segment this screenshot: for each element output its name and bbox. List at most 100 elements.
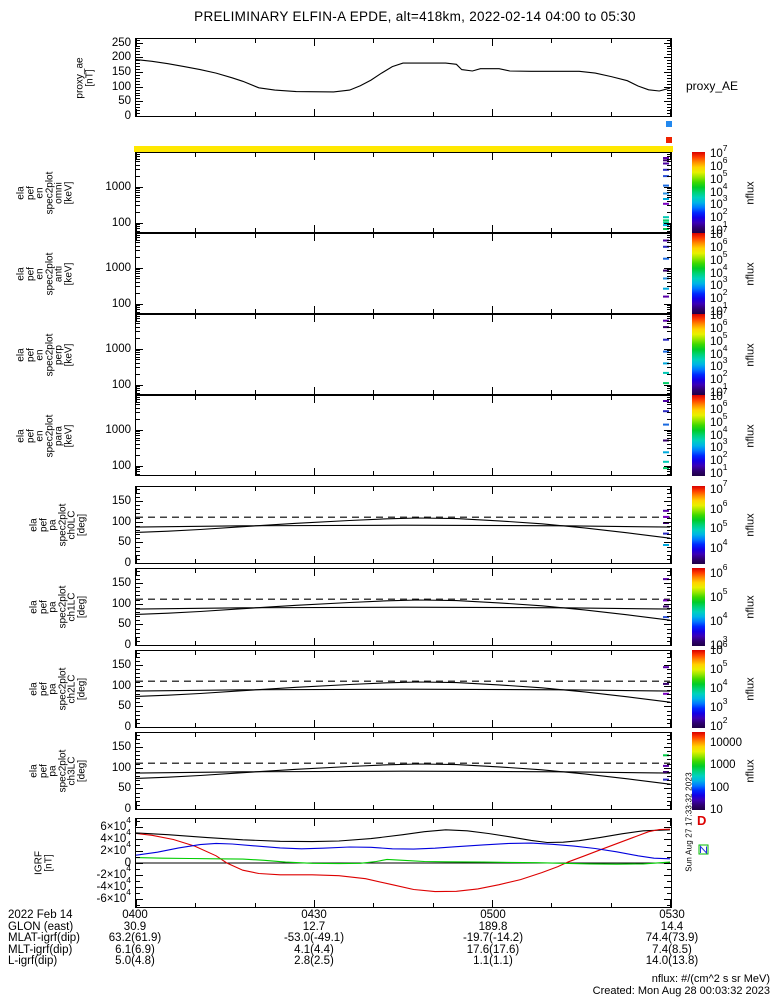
time-tick-label: 0530 bbox=[659, 909, 685, 921]
y-axis-tick bbox=[667, 570, 671, 572]
x-axis-tick bbox=[551, 487, 553, 491]
y-axis-tick bbox=[136, 685, 143, 687]
y-axis-tick bbox=[136, 826, 143, 828]
y-axis-tick bbox=[667, 95, 671, 97]
y-axis-tick bbox=[667, 796, 671, 798]
y-axis-tick bbox=[136, 804, 140, 806]
y-tick-label: 50 bbox=[118, 700, 131, 713]
x-axis-tick bbox=[373, 390, 375, 394]
x-axis-tick bbox=[492, 556, 493, 563]
y-axis-tick bbox=[136, 273, 140, 275]
spectrogram-edge-mark bbox=[663, 371, 669, 374]
x-axis-tick bbox=[492, 225, 493, 232]
y-tick-label: 100 bbox=[111, 515, 131, 528]
y-axis-tick bbox=[664, 348, 671, 350]
x-axis-tick bbox=[670, 153, 671, 160]
colorbar-tick-label: 103 bbox=[710, 355, 728, 374]
y-tick-label: 100 bbox=[111, 761, 131, 774]
x-axis-tick bbox=[551, 805, 553, 809]
x-axis-tick bbox=[314, 315, 315, 322]
y-axis-tick bbox=[664, 465, 671, 467]
colorbar-tick-label: 105 bbox=[710, 585, 728, 604]
y-axis-tick bbox=[667, 63, 671, 65]
x-axis-tick bbox=[373, 309, 375, 313]
y-axis-tick bbox=[136, 92, 140, 94]
y-axis-tick bbox=[136, 440, 140, 442]
y-axis-tick bbox=[667, 702, 671, 704]
spectrogram-edge-mark bbox=[663, 460, 669, 463]
y-tick-label: 150 bbox=[111, 741, 131, 753]
y-axis-tick bbox=[667, 820, 671, 822]
x-axis-tick bbox=[254, 471, 256, 475]
y-axis-tick bbox=[136, 320, 140, 322]
y-axis-tick bbox=[667, 558, 671, 560]
y-axis-tick bbox=[136, 237, 140, 238]
y-axis-tick bbox=[136, 492, 140, 494]
y-axis-tick bbox=[136, 404, 140, 406]
y-axis-tick bbox=[667, 443, 671, 445]
y-axis-tick bbox=[664, 116, 671, 117]
spectrogram-edge-mark bbox=[663, 326, 669, 329]
x-axis-tick bbox=[551, 471, 553, 475]
y-axis-tick bbox=[136, 467, 140, 469]
x-axis-tick bbox=[492, 396, 493, 403]
y-axis-tick bbox=[136, 74, 140, 76]
y-axis-tick bbox=[667, 392, 671, 394]
x-axis-tick bbox=[492, 387, 493, 394]
colorbar-tick-label: 101 bbox=[710, 299, 728, 318]
y-axis-tick bbox=[136, 318, 140, 319]
y-axis-tick bbox=[667, 800, 671, 802]
y-tick-label: 100 bbox=[111, 459, 131, 472]
y-axis-tick bbox=[667, 418, 671, 420]
y-axis-tick bbox=[667, 190, 671, 191]
spectrogram-edge-mark bbox=[663, 184, 669, 187]
y-tick-label: -6×104 bbox=[96, 887, 131, 906]
spectrogram-edge-mark bbox=[663, 362, 669, 365]
colorbar-tick-label: 104 bbox=[710, 677, 728, 695]
y-axis-tick bbox=[667, 318, 671, 319]
y-axis-tick bbox=[136, 784, 140, 786]
y-axis-tick bbox=[136, 412, 140, 414]
y-axis-tick bbox=[136, 433, 140, 434]
y-axis-tick bbox=[136, 348, 143, 350]
y-axis-tick bbox=[136, 759, 140, 761]
x-axis-tick bbox=[610, 396, 612, 400]
y-axis-tick bbox=[667, 273, 671, 275]
y-axis-tick bbox=[667, 574, 671, 576]
y-axis-tick bbox=[136, 509, 140, 511]
panel-en_anti bbox=[135, 233, 672, 314]
y-axis-tick bbox=[667, 513, 671, 515]
x-axis-tick bbox=[136, 638, 137, 645]
y-axis-tick bbox=[667, 281, 671, 283]
series-loss-cone bbox=[136, 599, 671, 621]
time-tick-label: 0430 bbox=[301, 909, 327, 921]
axis-row-value: 4.1(4.4) bbox=[294, 943, 334, 956]
x-axis-tick bbox=[432, 39, 434, 43]
spectrogram-edge-mark bbox=[663, 423, 669, 426]
series-loss-cone bbox=[136, 517, 671, 539]
y-axis-tick bbox=[136, 69, 140, 70]
x-axis-tick bbox=[610, 733, 612, 737]
axis-row-value: 12.7 bbox=[302, 921, 326, 933]
x-axis-tick bbox=[314, 234, 315, 241]
x-axis-tick bbox=[254, 487, 256, 491]
y-axis-tick bbox=[664, 222, 671, 224]
x-axis-tick bbox=[551, 228, 553, 232]
y-axis-tick bbox=[136, 844, 140, 846]
y-tick-label: 0 bbox=[124, 721, 131, 733]
axis-row-value: 2.8(2.5) bbox=[294, 955, 334, 968]
marker-red-square bbox=[666, 137, 672, 143]
colorbar-tick-label: 101 bbox=[710, 461, 728, 480]
colorbar-tick-label: 106 bbox=[710, 638, 728, 657]
x-axis-tick bbox=[314, 225, 315, 232]
y-axis-tick bbox=[667, 433, 671, 434]
colorbar-pa_ch2lc bbox=[692, 650, 705, 728]
x-axis-tick bbox=[432, 112, 434, 116]
x-axis-tick bbox=[670, 900, 671, 907]
x-axis-tick bbox=[432, 559, 434, 563]
y-axis-tick bbox=[136, 407, 140, 409]
y-axis-tick bbox=[136, 271, 140, 272]
y-tick-label: 100 bbox=[111, 80, 131, 93]
x-axis-tick bbox=[492, 569, 493, 576]
x-axis-tick bbox=[492, 487, 493, 494]
